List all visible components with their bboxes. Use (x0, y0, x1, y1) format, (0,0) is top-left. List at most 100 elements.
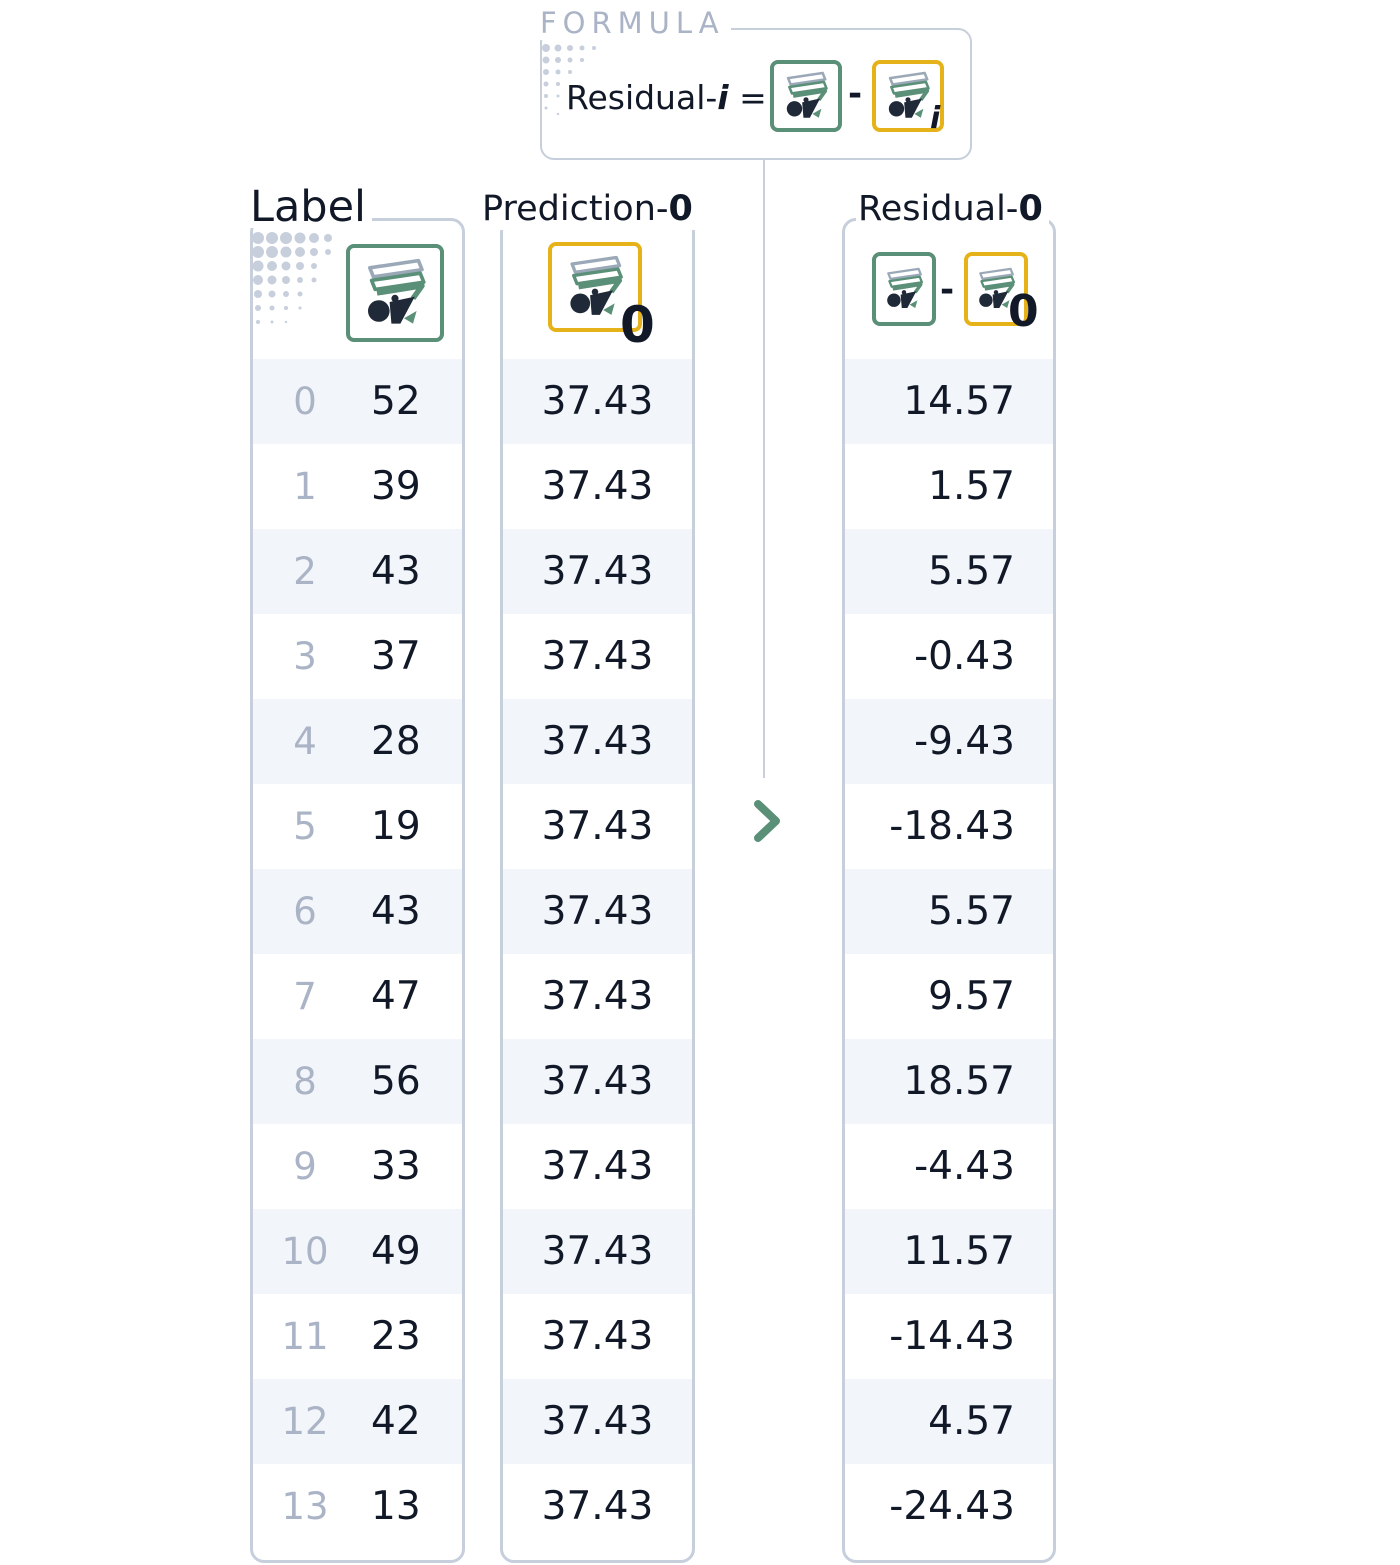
prediction-value: 37.43 (541, 1484, 654, 1529)
prediction-value: 37.43 (541, 634, 654, 679)
residual-title-text: Residual- (858, 189, 1019, 229)
label-row: 4 28 (253, 699, 462, 784)
label-row: 7 47 (253, 954, 462, 1039)
row-index: 11 (281, 1315, 329, 1358)
label-row: 3 37 (253, 614, 462, 699)
label-row: 11 23 (253, 1294, 462, 1379)
row-index: 4 (293, 720, 317, 763)
row-index: 2 (293, 550, 317, 593)
residual-column: 14.57 1.57 5.57 -0.43 -9.43 -18.43 5.57 9.57 18.… (842, 218, 1056, 1563)
row-index: 7 (293, 975, 317, 1018)
label-value: 19 (371, 804, 421, 849)
residual-value: -24.43 (889, 1484, 1015, 1529)
prediction-row: 37.43 (503, 1294, 692, 1379)
label-tile (346, 244, 444, 342)
label-value: 13 (371, 1484, 421, 1529)
residual-row: -9.43 (845, 699, 1053, 784)
prediction-value: 37.43 (541, 1144, 654, 1189)
formula-minus: - (848, 74, 863, 114)
residual-row: -24.43 (845, 1464, 1053, 1549)
prediction-value: 37.43 (541, 719, 654, 764)
label-value: 33 (371, 1144, 421, 1189)
residual-column-title: Residual-0 (856, 188, 1049, 230)
prediction-value: 37.43 (541, 1399, 654, 1444)
prediction-column: 37.43 37.43 37.43 37.43 37.43 37.43 37.43 37.43… (500, 218, 695, 1563)
formula-lhs: Residual- (566, 78, 718, 117)
residual-row: -18.43 (845, 784, 1053, 869)
residual-value: -4.43 (914, 1144, 1015, 1189)
label-row: 8 56 (253, 1039, 462, 1124)
prediction-tile-sub: 0 (620, 296, 655, 354)
prediction-value: 37.43 (541, 379, 654, 424)
formula-prediction-sub: i (930, 101, 941, 136)
label-value: 39 (371, 464, 421, 509)
residual-row: 11.57 (845, 1209, 1053, 1294)
label-row: 12 42 (253, 1379, 462, 1464)
residual-title-index: 0 (1018, 189, 1043, 229)
label-value: 49 (371, 1229, 421, 1274)
residual-value: 1.57 (928, 464, 1015, 509)
row-index: 10 (281, 1230, 329, 1273)
residual-value: -0.43 (914, 634, 1015, 679)
residual-row: 18.57 (845, 1039, 1053, 1124)
row-index: 0 (293, 380, 317, 423)
prediction-row: 37.43 (503, 1039, 692, 1124)
label-column-title: Label (248, 186, 373, 229)
label-value: 47 (371, 974, 421, 1019)
residual-rows: 14.57 1.57 5.57 -0.43 -9.43 -18.43 5.57 9.57 18.… (845, 359, 1053, 1549)
residual-value: -9.43 (914, 719, 1015, 764)
prediction-row: 37.43 (503, 1379, 692, 1464)
formula-lhs-index: i (717, 78, 729, 117)
prediction-row: 37.43 (503, 529, 692, 614)
residual-value: 11.57 (903, 1229, 1015, 1274)
label-row: 9 33 (253, 1124, 462, 1209)
row-index: 8 (293, 1060, 317, 1103)
prediction-value: 37.43 (541, 1229, 654, 1274)
label-value: 43 (371, 889, 421, 934)
residual-value: 14.57 (903, 379, 1015, 424)
prediction-row: 37.43 (503, 784, 692, 869)
residual-row: 9.57 (845, 954, 1053, 1039)
prediction-value: 37.43 (541, 1314, 654, 1359)
row-index: 6 (293, 890, 317, 933)
row-index: 12 (281, 1400, 329, 1443)
prediction-row: 37.43 (503, 869, 692, 954)
residual-value: 4.57 (928, 1399, 1015, 1444)
label-row: 5 19 (253, 784, 462, 869)
residual-minus: - (940, 270, 955, 310)
label-row: 0 52 (253, 359, 462, 444)
prediction-tile (548, 242, 642, 332)
prediction-column-title: Prediction-0 (480, 188, 699, 230)
connector-line (763, 160, 765, 778)
halftone-decoration (250, 228, 350, 338)
chevron-right-icon (748, 798, 788, 844)
model-stack-icon (774, 64, 838, 128)
prediction-row: 37.43 (503, 699, 692, 784)
prediction-row: 37.43 (503, 1209, 692, 1294)
label-value: 56 (371, 1059, 421, 1104)
prediction-row: 37.43 (503, 1464, 692, 1549)
prediction-title-index: 0 (668, 189, 693, 229)
label-row: 13 13 (253, 1464, 462, 1549)
prediction-row: 37.43 (503, 1124, 692, 1209)
label-value: 37 (371, 634, 421, 679)
label-rows: 0 52 1 39 2 43 3 37 4 28 5 19 6 43 7 47 8 56 9 33 10 49 11 23 12… (253, 359, 462, 1549)
row-index: 9 (293, 1145, 317, 1188)
label-column: 0 52 1 39 2 43 3 37 4 28 5 19 6 43 7 47 8 56 9 33 10 49 11 23 12… (250, 218, 465, 1563)
formula-prediction-tile (872, 60, 944, 132)
residual-row: 14.57 (845, 359, 1053, 444)
prediction-row: 37.43 (503, 954, 692, 1039)
prediction-value: 37.43 (541, 889, 654, 934)
label-row: 6 43 (253, 869, 462, 954)
row-index: 3 (293, 635, 317, 678)
label-value: 28 (371, 719, 421, 764)
prediction-value: 37.43 (541, 804, 654, 849)
prediction-rows: 37.43 37.43 37.43 37.43 37.43 37.43 37.43 37.43… (503, 359, 692, 1549)
label-value: 23 (371, 1314, 421, 1359)
model-stack-icon (350, 248, 440, 338)
label-value: 42 (371, 1399, 421, 1444)
residual-tile-sub: 0 (1008, 286, 1039, 337)
residual-row: 5.57 (845, 869, 1053, 954)
formula-expression: Residual-i = (566, 78, 767, 118)
formula-label-tile (770, 60, 842, 132)
